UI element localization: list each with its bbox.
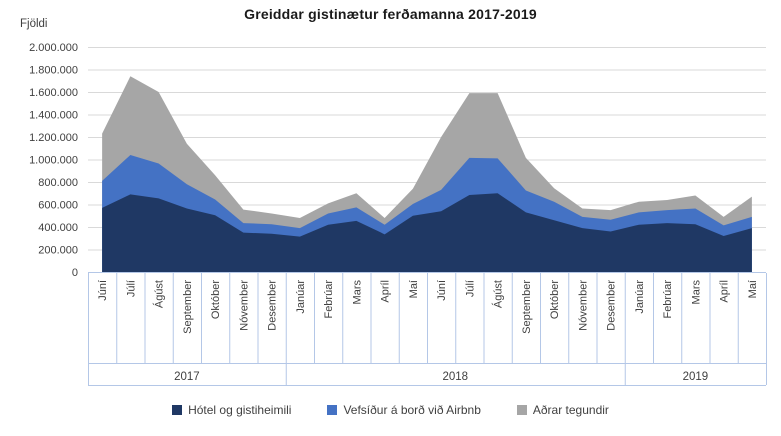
y-tick-label: 1.800.000 [29,65,78,77]
month-label: Júlí [125,280,137,297]
month-label: Ágúst [492,280,505,308]
month-label: Janúar [295,280,307,314]
legend-label-hotel: Hótel og gistiheimili [188,403,292,417]
y-tick-label: 200.000 [38,245,78,257]
month-label: Mars [351,280,363,305]
legend: Hótel og gistiheimili Vefsíður á borð við… [0,403,781,417]
month-label: Október [210,280,222,319]
y-tick-label: 600.000 [38,200,78,212]
month-label: Nóvember [238,280,250,331]
y-tick-label: 1.200.000 [29,132,78,144]
month-label: Júní [436,280,448,301]
y-tick-label: 800.000 [38,177,78,189]
y-tick-label: 2.000.000 [29,42,78,54]
month-label: Apríl [380,280,392,303]
y-tick-label: 0 [72,267,78,279]
y-tick-label: 1.400.000 [29,110,78,122]
y-tick-label: 400.000 [38,222,78,234]
month-label: Maí [408,280,420,298]
year-label: 2017 [174,371,200,383]
month-label: Ágúst [153,280,166,308]
legend-label-airbnb: Vefsíður á borð við Airbnb [343,403,481,417]
legend-item-airbnb: Vefsíður á borð við Airbnb [327,403,481,417]
month-label: Desember [267,280,279,331]
month-label: September [182,280,194,334]
legend-item-hotel: Hótel og gistiheimili [172,403,291,417]
legend-swatch-hotel [172,405,183,415]
year-label: 2019 [683,371,709,383]
legend-swatch-other [516,405,527,415]
month-label: Apríl [719,280,731,303]
legend-label-other: Aðrar tegundir [532,403,609,417]
y-axis-title: Fjöldi [20,18,48,30]
month-label: Júlí [464,280,476,297]
y-tick-label: 1.000.000 [29,155,78,167]
legend-item-other: Aðrar tegundir [516,403,609,417]
area-series-hotel [102,193,752,272]
month-label: Mars [690,280,702,305]
year-label: 2018 [442,371,468,383]
month-label: Janúar [634,280,646,314]
month-label: Maí [747,280,759,298]
month-label: Febrúar [662,280,674,319]
legend-swatch-airbnb [327,405,338,415]
y-tick-label: 1.600.000 [29,87,78,99]
month-label: Desember [606,280,618,331]
month-label: Nóvember [577,280,589,331]
month-label: Júní [97,280,109,301]
chart-title: Greiddar gistinætur ferðamanna 2017-2019 [244,6,537,22]
month-label: Október [549,280,561,319]
month-label: September [521,280,533,334]
month-label: Febrúar [323,280,335,319]
